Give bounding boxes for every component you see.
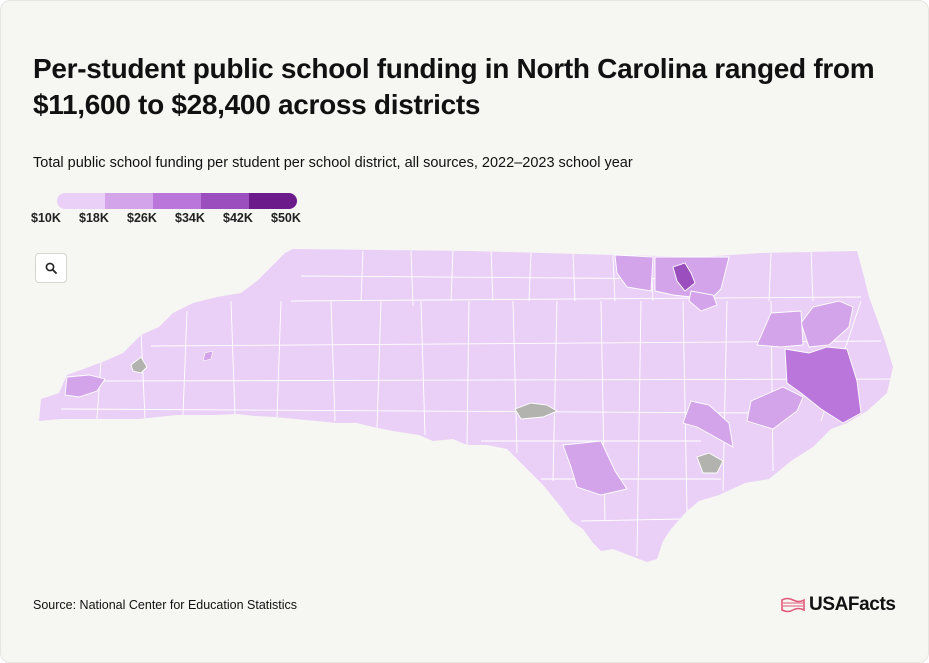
district-dare [800,300,854,348]
district-northampton [614,254,654,292]
legend-label: $18K [79,211,109,225]
legend-label: $10K [31,211,61,225]
state-fill [39,249,893,562]
legend-label: $42K [223,211,253,225]
search-icon [45,262,57,274]
district-hyde [756,310,804,348]
no-data-swain [130,356,148,374]
logo-text: USAFacts [809,594,896,615]
source-note: Source: National Center for Education St… [33,598,298,612]
district-pamlico [746,386,804,430]
legend-swatch-2 [105,193,153,209]
usafacts-flag-icon [781,597,805,613]
legend-label: $34K [175,211,205,225]
legend-label: $26K [127,211,157,225]
chart-subtitle: Total public school funding per student … [33,155,633,171]
no-data-duplin [696,452,724,474]
usafacts-logo[interactable]: USAFacts [781,594,896,616]
district-lenoir [682,400,734,448]
district-cherokee [64,374,106,398]
district-weldon [672,262,696,292]
district-tyrrell [784,346,862,424]
district-edgecombe [688,290,718,312]
north-carolina-map [39,249,893,562]
legend-label: $50K [271,211,301,225]
no-data-montgomery [514,402,558,420]
legend-swatch-3 [153,193,201,209]
district-small-west [202,350,214,362]
chart-title: Per-student public school funding in Nor… [33,53,875,120]
legend-swatch-5 [249,193,297,209]
legend-swatch-4 [201,193,249,209]
zoom-button[interactable] [35,253,67,283]
color-legend [57,193,297,209]
district-robeson [562,440,628,496]
legend-swatch-1 [57,193,105,209]
